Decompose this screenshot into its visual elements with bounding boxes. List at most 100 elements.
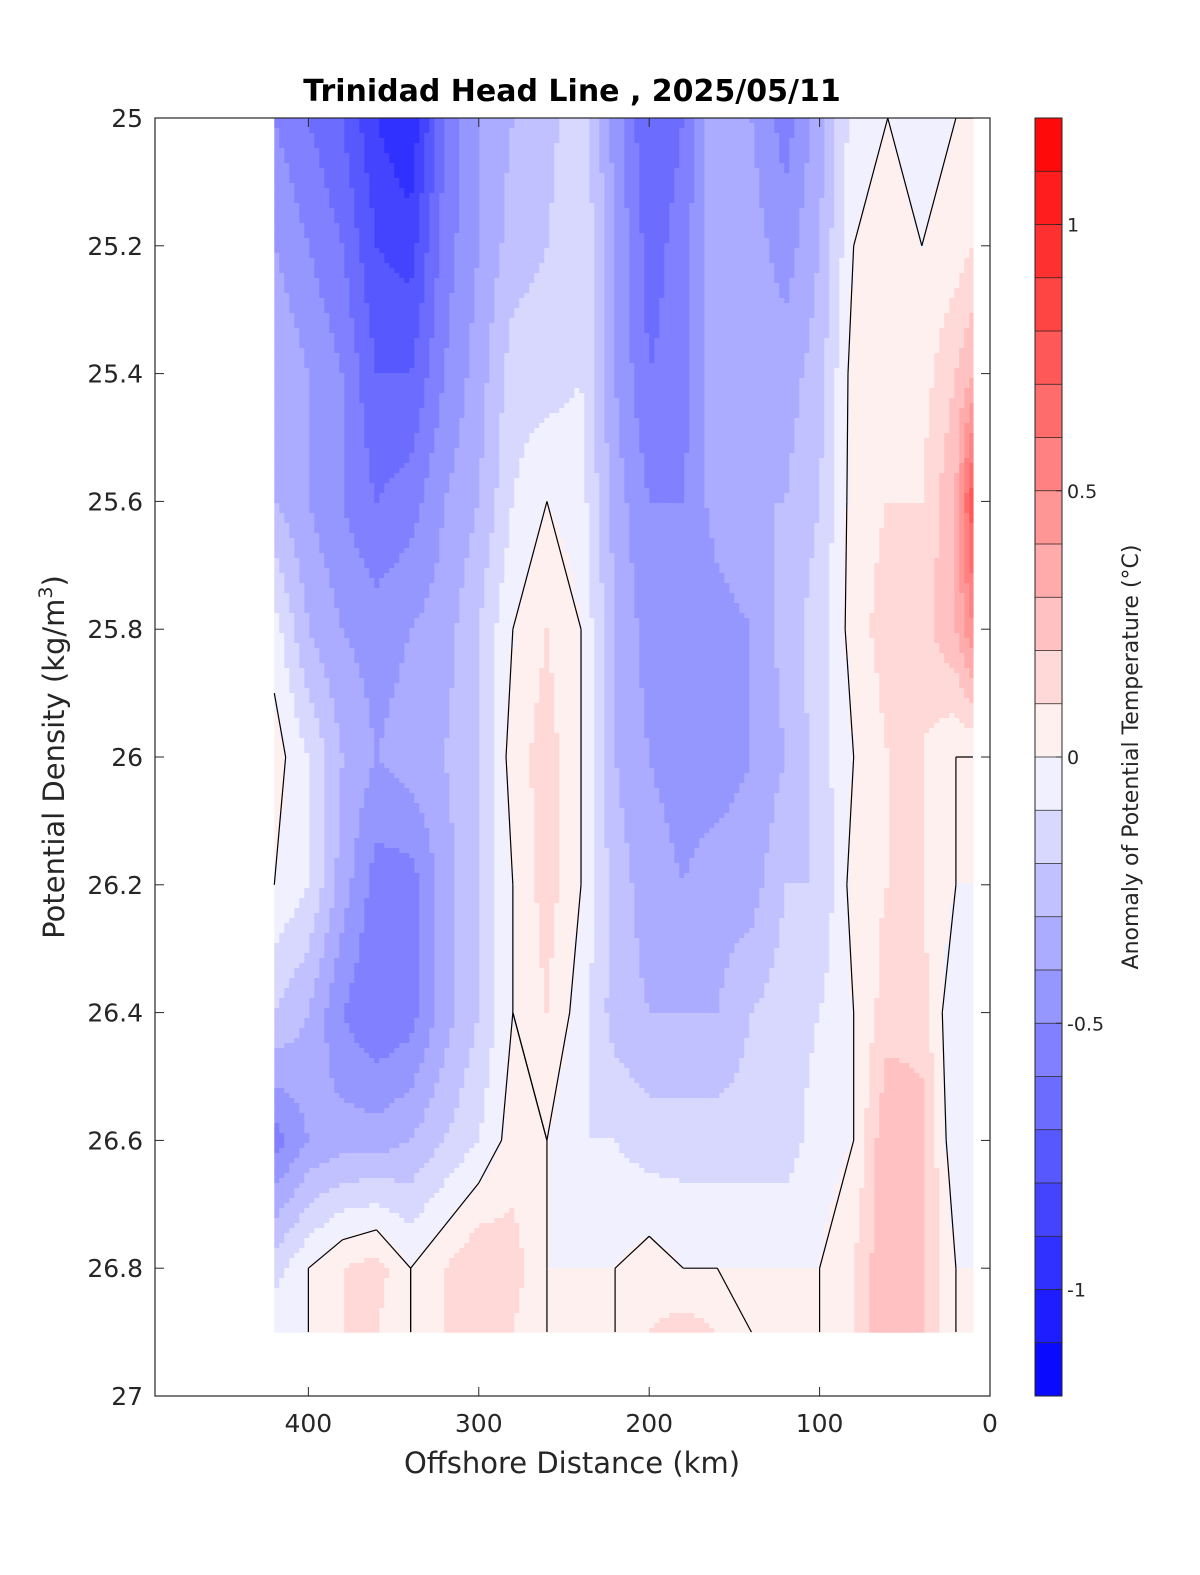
anomaly-cell: [894, 143, 900, 149]
anomaly-cell: [649, 283, 655, 289]
anomaly-cell: [914, 183, 920, 189]
anomaly-cell: [569, 218, 575, 224]
anomaly-cell: [594, 233, 600, 239]
anomaly-cell: [749, 178, 755, 184]
anomaly-cell: [484, 178, 490, 184]
anomaly-cell: [309, 158, 315, 164]
anomaly-cell: [449, 178, 455, 184]
anomaly-cell: [589, 213, 595, 219]
anomaly-cell: [569, 288, 575, 294]
anomaly-cell: [579, 173, 585, 179]
anomaly-cell: [379, 243, 385, 249]
anomaly-cell: [509, 158, 515, 164]
anomaly-cell: [834, 163, 840, 169]
anomaly-cell: [839, 238, 845, 244]
anomaly-cell: [839, 273, 845, 279]
anomaly-cell: [649, 178, 655, 184]
anomaly-cell: [359, 293, 365, 299]
anomaly-cell: [419, 193, 425, 199]
anomaly-cell: [329, 178, 335, 184]
anomaly-cell: [694, 253, 700, 259]
anomaly-cell: [469, 183, 475, 189]
anomaly-cell: [354, 253, 360, 259]
anomaly-cell: [524, 263, 530, 269]
anomaly-cell: [889, 168, 895, 174]
anomaly-cell: [494, 218, 500, 224]
anomaly-cell: [884, 128, 890, 134]
anomaly-cell: [814, 153, 820, 159]
anomaly-cell: [959, 188, 965, 194]
anomaly-cell: [649, 188, 655, 194]
anomaly-cell: [399, 153, 405, 159]
anomaly-cell: [669, 203, 675, 209]
anomaly-cell: [479, 178, 485, 184]
anomaly-cell: [274, 148, 280, 154]
anomaly-cell: [764, 248, 770, 254]
anomaly-cell: [359, 253, 365, 259]
anomaly-cell: [379, 153, 385, 159]
anomaly-cell: [884, 138, 890, 144]
anomaly-cell: [574, 278, 580, 284]
anomaly-cell: [549, 263, 555, 269]
anomaly-cell: [569, 238, 575, 244]
anomaly-cell: [559, 213, 565, 219]
anomaly-cell: [549, 258, 555, 264]
anomaly-cell: [554, 138, 560, 144]
anomaly-cell: [539, 223, 545, 229]
anomaly-cell: [714, 183, 720, 189]
anomaly-cell: [504, 168, 510, 174]
anomaly-cell: [319, 253, 325, 259]
anomaly-cell: [824, 223, 830, 229]
anomaly-cell: [684, 193, 690, 199]
anomaly-cell: [879, 178, 885, 184]
anomaly-cell: [349, 258, 355, 264]
anomaly-cell: [959, 198, 965, 204]
anomaly-cell: [879, 268, 885, 274]
anomaly-cell: [709, 178, 715, 184]
anomaly-cell: [444, 263, 450, 269]
anomaly-cell: [639, 213, 645, 219]
anomaly-cell: [339, 243, 345, 249]
anomaly-cell: [879, 128, 885, 134]
anomaly-cell: [554, 143, 560, 149]
anomaly-cell: [519, 228, 525, 234]
anomaly-cell: [924, 183, 930, 189]
anomaly-cell: [539, 123, 545, 129]
anomaly-cell: [324, 248, 330, 254]
anomaly-cell: [514, 253, 520, 259]
anomaly-cell: [544, 133, 550, 139]
anomaly-cell: [904, 198, 910, 204]
anomaly-cell: [714, 118, 720, 124]
anomaly-cell: [384, 268, 390, 274]
anomaly-cell: [654, 153, 660, 159]
anomaly-cell: [399, 123, 405, 129]
anomaly-cell: [969, 258, 974, 264]
anomaly-cell: [524, 293, 530, 299]
anomaly-cell: [859, 233, 865, 239]
anomaly-cell: [329, 213, 335, 219]
anomaly-cell: [479, 198, 485, 204]
anomaly-cell: [334, 203, 340, 209]
anomaly-cell: [349, 188, 355, 194]
anomaly-cell: [819, 188, 825, 194]
anomaly-cell: [884, 198, 890, 204]
anomaly-cell: [899, 143, 905, 149]
anomaly-cell: [659, 208, 665, 214]
anomaly-cell: [434, 183, 440, 189]
anomaly-cell: [819, 138, 825, 144]
anomaly-cell: [909, 143, 915, 149]
anomaly-cell: [939, 158, 945, 164]
anomaly-cell: [524, 158, 530, 164]
anomaly-cell: [589, 143, 595, 149]
anomaly-cell: [354, 173, 360, 179]
anomaly-cell: [724, 283, 730, 289]
anomaly-cell: [699, 203, 705, 209]
anomaly-cell: [834, 148, 840, 154]
anomaly-cell: [359, 188, 365, 194]
anomaly-cell: [769, 178, 775, 184]
anomaly-cell: [899, 258, 905, 264]
anomaly-cell: [399, 228, 405, 234]
anomaly-cell: [799, 173, 805, 179]
anomaly-cell: [319, 273, 325, 279]
anomaly-cell: [629, 223, 635, 229]
